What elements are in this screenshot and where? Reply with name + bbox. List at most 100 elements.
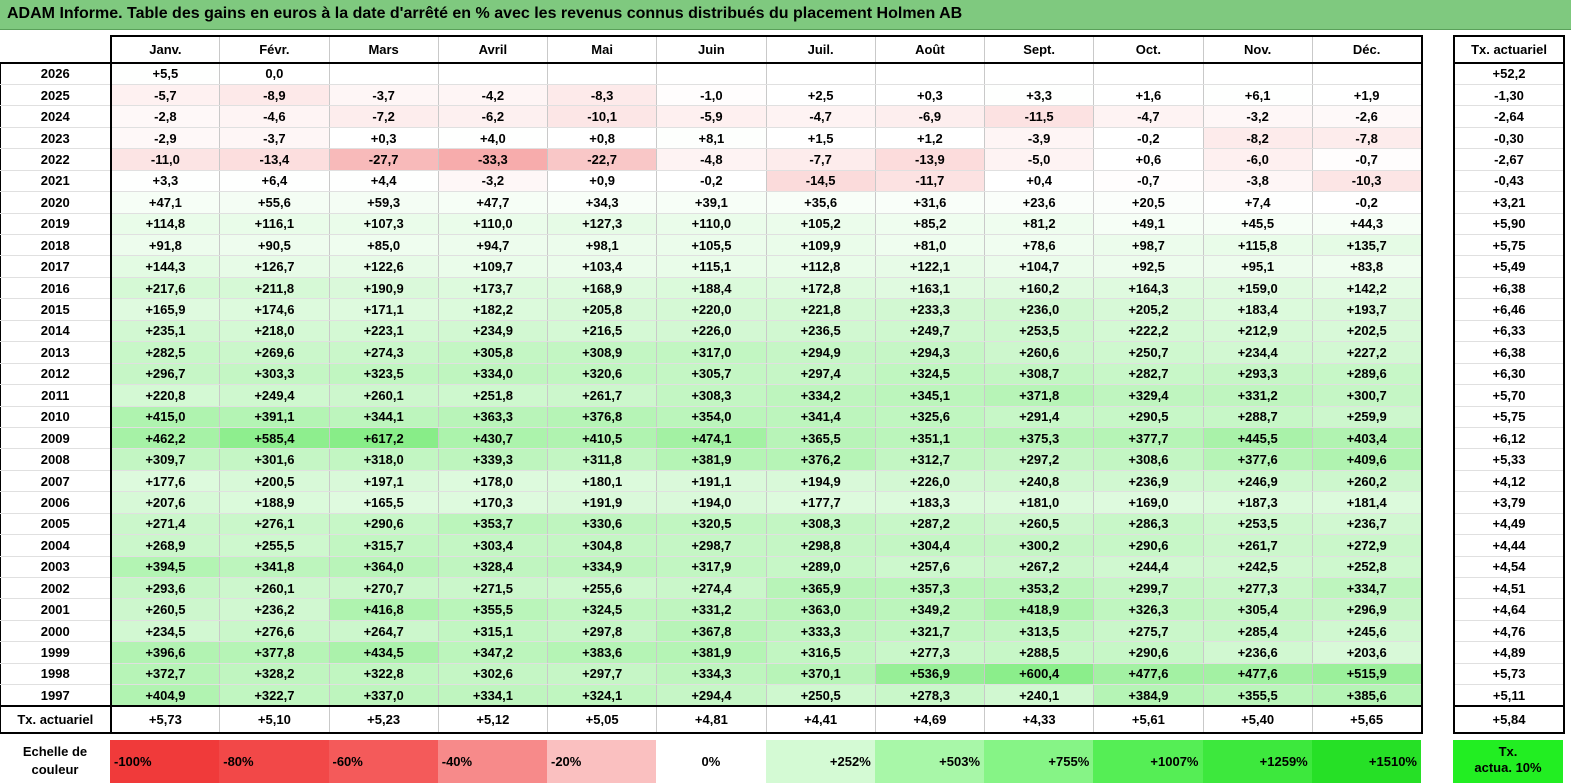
- gain-cell: +328,2: [219, 663, 330, 686]
- gain-cell: +6,4: [219, 170, 330, 193]
- gain-cell: +164,3: [1093, 277, 1204, 300]
- gain-cell: +81,2: [984, 213, 1095, 236]
- gain-cell: +4,0: [438, 127, 549, 150]
- gain-cell: +78,6: [984, 234, 1095, 257]
- gain-cell: +227,2: [1312, 341, 1423, 364]
- actuarial-cell: +6,30: [1453, 363, 1565, 386]
- actuarial-total: +5,84: [1453, 705, 1565, 735]
- gain-cell: +242,5: [1203, 556, 1313, 579]
- gain-cell: +222,2: [1093, 320, 1204, 343]
- gain-cell: +249,4: [219, 384, 330, 407]
- gain-cell: +287,2: [875, 513, 986, 536]
- table-row: 2017 +144,3 +126,7 +122,6 +109,7 +103,4 +115,1…: [0, 255, 1423, 278]
- totals-label: Tx. actuariel: [0, 705, 112, 735]
- total-cell: +5,10: [219, 705, 330, 735]
- gain-cell: +81,0: [875, 234, 986, 257]
- table-row: 2014 +235,1 +218,0 +223,1 +234,9 +216,5 +226,0…: [0, 320, 1423, 343]
- gain-cell: +126,7: [219, 255, 330, 278]
- gain-cell: -1,0: [656, 84, 767, 107]
- gain-cell: +381,9: [656, 641, 767, 664]
- gain-cell: -3,7: [329, 84, 439, 107]
- gain-cell: +365,5: [766, 427, 876, 450]
- gain-cell: +477,6: [1093, 663, 1204, 686]
- year-label: 2005: [0, 513, 112, 536]
- actuarial-cell: +3,79: [1453, 491, 1565, 514]
- gain-cell: +244,4: [1093, 556, 1204, 579]
- month-header: Janv.: [109, 35, 221, 64]
- gain-cell: +236,9: [1093, 470, 1204, 493]
- actuarial-cell: -2,67: [1453, 148, 1565, 171]
- actuarial-cell: +4,54: [1453, 556, 1565, 579]
- gain-cell: +312,7: [875, 448, 986, 471]
- gain-cell: -13,9: [875, 148, 986, 171]
- table-row: 2006 +207,6 +188,9 +165,5 +170,3 +191,9 +194,0…: [0, 491, 1423, 514]
- header-corner: [0, 36, 111, 64]
- gain-cell: +334,3: [656, 663, 767, 686]
- gain-cell: [656, 63, 767, 85]
- gain-cell: -33,3: [438, 148, 549, 171]
- gain-cell: +49,1: [1093, 213, 1204, 236]
- gain-cell: [766, 63, 876, 85]
- gain-cell: +183,3: [875, 491, 986, 514]
- gain-cell: +135,7: [1312, 234, 1423, 257]
- gain-cell: -3,9: [984, 127, 1095, 150]
- gain-cell: +418,9: [984, 598, 1095, 621]
- gain-cell: +260,1: [219, 577, 330, 600]
- table-row: 2004 +268,9 +255,5 +315,7 +303,4 +304,8 +298,7…: [0, 534, 1423, 557]
- gain-cell: +320,6: [547, 363, 658, 386]
- color-scale-swatch: -40%: [437, 740, 547, 783]
- month-header: Avril: [438, 35, 549, 64]
- gain-cell: +187,3: [1203, 491, 1313, 514]
- gain-cell: +261,7: [1203, 534, 1313, 557]
- actuarial-cell: +4,49: [1453, 513, 1565, 536]
- gain-cell: +337,0: [329, 684, 439, 707]
- gain-cell: -3,2: [438, 170, 549, 193]
- gain-cell: +355,5: [1203, 684, 1313, 707]
- table-row: 2019 +114,8 +116,1 +107,3 +110,0 +127,3 +110,0…: [0, 213, 1423, 236]
- gain-cell: +585,4: [219, 427, 330, 450]
- gain-cell: +98,1: [547, 234, 658, 257]
- gain-cell: +180,1: [547, 470, 658, 493]
- gain-cell: +0,6: [1093, 148, 1204, 171]
- gain-cell: +7,4: [1203, 191, 1313, 214]
- gain-cell: -5,9: [656, 105, 767, 128]
- year-label: 2021: [0, 170, 112, 193]
- gain-cell: -11,5: [984, 105, 1095, 128]
- actuarial-cell: +4,89: [1453, 641, 1565, 664]
- gain-cell: +285,4: [1203, 620, 1313, 643]
- year-label: 2000: [0, 620, 112, 643]
- table-row: 2010 +415,0 +391,1 +344,1 +363,3 +376,8 +354,0…: [0, 406, 1423, 428]
- gain-cell: +294,4: [656, 684, 767, 707]
- table-row: 2024 -2,8 -4,6 -7,2 -6,2 -10,1 -5,9 -4,7 -6,9 -11…: [0, 105, 1423, 128]
- gain-cell: -13,4: [219, 148, 330, 171]
- gain-cell: +190,9: [329, 277, 439, 300]
- gain-cell: +299,7: [1093, 577, 1204, 600]
- gain-cell: +391,1: [219, 406, 330, 428]
- gain-cell: +182,2: [438, 298, 549, 321]
- gain-cell: +234,4: [1203, 341, 1313, 364]
- gain-cell: +320,5: [656, 513, 767, 536]
- color-scale-swatch: +1510%: [1311, 740, 1421, 783]
- actuarial-cell: +6,12: [1453, 427, 1565, 450]
- year-label: 2002: [0, 577, 112, 600]
- month-header: Déc.: [1312, 35, 1423, 64]
- year-label: 2010: [0, 406, 112, 428]
- gain-cell: -2,8: [110, 105, 221, 128]
- gain-cell: +250,7: [1093, 341, 1204, 364]
- gain-cell: -5,7: [110, 84, 221, 107]
- gain-cell: +110,0: [656, 213, 767, 236]
- table-row: 1997 +404,9 +322,7 +337,0 +334,1 +324,1 +294,4…: [0, 684, 1423, 707]
- table-row: 2012 +296,7 +303,3 +323,5 +334,0 +320,6 +305,7…: [0, 363, 1423, 386]
- gain-cell: +2,5: [766, 84, 876, 107]
- gain-cell: +477,6: [1203, 663, 1313, 686]
- table-row: 2001 +260,5 +236,2 +416,8 +355,5 +324,5 +331,2…: [0, 598, 1423, 621]
- actuarial-cell: +4,12: [1453, 470, 1565, 493]
- gain-cell: +236,5: [766, 320, 876, 343]
- gain-cell: +245,6: [1312, 620, 1423, 643]
- actuarial-cell: +52,2: [1453, 63, 1565, 85]
- year-label: 2009: [0, 427, 112, 450]
- gain-cell: +326,3: [1093, 598, 1204, 621]
- gain-cell: +240,1: [984, 684, 1095, 707]
- gain-cell: +333,3: [766, 620, 876, 643]
- gain-cell: +6,1: [1203, 84, 1313, 107]
